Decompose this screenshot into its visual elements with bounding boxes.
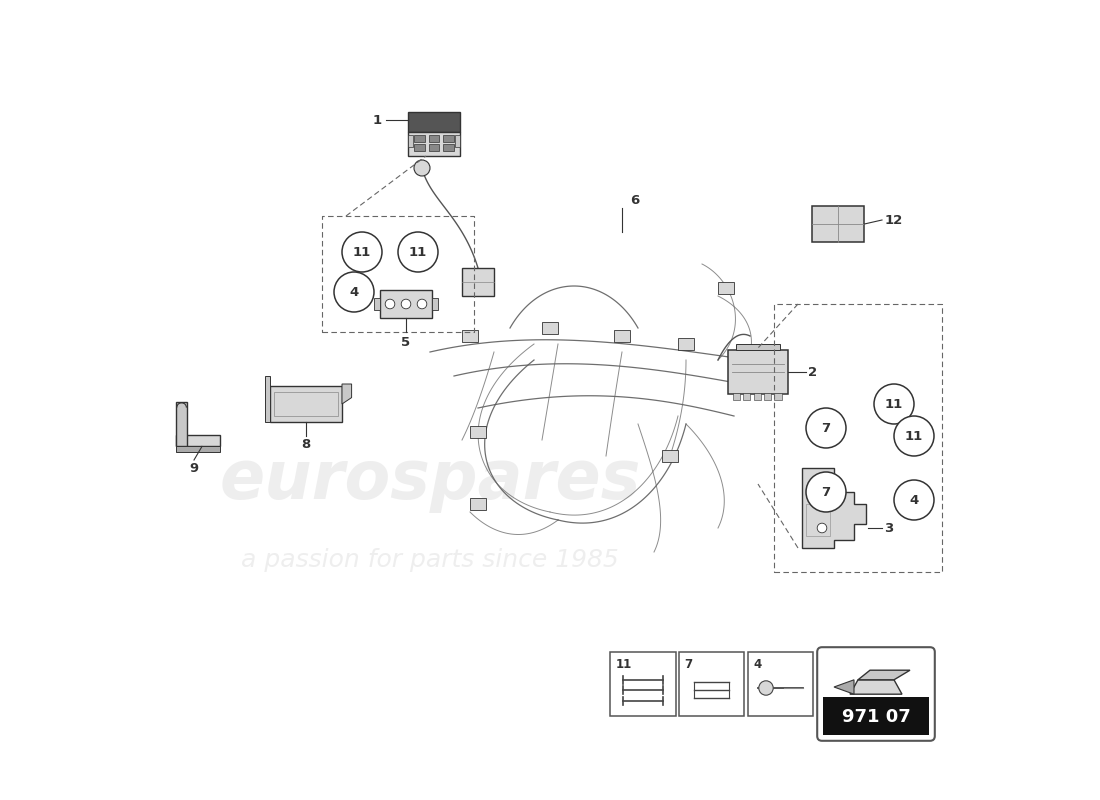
Polygon shape (858, 670, 910, 680)
Circle shape (874, 384, 914, 424)
Bar (812, 206, 864, 242)
Bar (610, 652, 675, 716)
Polygon shape (834, 680, 854, 694)
Bar (270, 386, 342, 422)
Bar (806, 504, 830, 536)
Bar (662, 450, 678, 462)
Bar (542, 322, 558, 334)
Bar (462, 268, 494, 296)
Circle shape (385, 299, 395, 309)
Bar (429, 144, 439, 151)
Bar (408, 135, 412, 147)
Circle shape (342, 232, 382, 272)
Text: 11: 11 (616, 658, 631, 671)
Bar (374, 298, 379, 310)
Bar (415, 144, 425, 151)
Text: 12: 12 (884, 214, 903, 226)
Circle shape (334, 272, 374, 312)
Bar (728, 350, 788, 394)
Text: 9: 9 (189, 462, 199, 475)
Text: eurospares: eurospares (219, 447, 640, 513)
Bar (415, 134, 425, 142)
Bar (176, 402, 187, 446)
Text: 7: 7 (822, 486, 830, 498)
Bar (718, 282, 734, 294)
Circle shape (402, 299, 410, 309)
Bar (265, 376, 269, 422)
Circle shape (417, 299, 427, 309)
Bar (733, 393, 740, 400)
Bar (764, 393, 771, 400)
Text: 1: 1 (373, 114, 382, 126)
Bar (379, 290, 432, 318)
Bar (614, 330, 630, 342)
Bar (470, 426, 486, 438)
Circle shape (806, 472, 846, 512)
Text: 5: 5 (402, 336, 410, 349)
Bar (679, 652, 745, 716)
Bar (455, 135, 460, 147)
Circle shape (414, 160, 430, 176)
Bar (470, 498, 486, 510)
Text: 8: 8 (301, 438, 310, 451)
Polygon shape (802, 468, 866, 548)
Circle shape (398, 232, 438, 272)
Circle shape (894, 416, 934, 456)
Text: 7: 7 (822, 422, 830, 434)
Text: 4: 4 (350, 286, 359, 298)
Text: a passion for parts since 1985: a passion for parts since 1985 (241, 548, 619, 572)
Bar (408, 132, 460, 156)
Bar (176, 446, 220, 453)
Bar (443, 144, 453, 151)
Bar (823, 698, 929, 735)
Bar (678, 338, 694, 350)
Bar (176, 435, 220, 446)
Text: 2: 2 (808, 366, 817, 378)
Circle shape (817, 495, 827, 505)
Text: 11: 11 (884, 398, 903, 410)
Bar (429, 134, 439, 142)
Circle shape (759, 681, 773, 695)
Circle shape (817, 523, 827, 533)
Text: 11: 11 (905, 430, 923, 442)
Text: 4: 4 (754, 658, 761, 671)
Bar (274, 393, 338, 416)
Text: 971 07: 971 07 (842, 708, 911, 726)
Text: 11: 11 (409, 246, 427, 258)
Bar (462, 330, 478, 342)
Bar (774, 393, 782, 400)
Polygon shape (342, 384, 352, 404)
Text: 7: 7 (684, 658, 693, 671)
Text: 4: 4 (910, 494, 918, 506)
Text: 6: 6 (630, 194, 639, 206)
Bar (748, 652, 813, 716)
Circle shape (806, 408, 846, 448)
Circle shape (894, 480, 934, 520)
Polygon shape (850, 680, 902, 694)
Bar (432, 298, 439, 310)
FancyBboxPatch shape (817, 647, 935, 741)
Bar (754, 393, 761, 400)
Text: 3: 3 (884, 522, 893, 534)
Text: 11: 11 (353, 246, 371, 258)
Bar (408, 112, 460, 132)
Bar (744, 393, 750, 400)
Bar (443, 134, 453, 142)
Bar (736, 344, 780, 350)
